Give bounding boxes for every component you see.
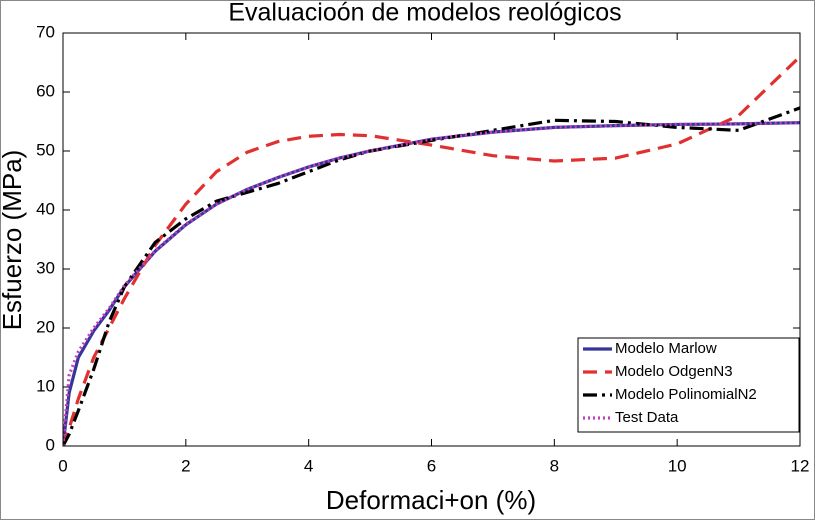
legend-label: Test Data (615, 409, 679, 426)
y-tick-label: 40 (36, 199, 55, 218)
x-tick-label: 4 (304, 456, 313, 475)
series-line (63, 106, 800, 446)
x-tick-label: 12 (791, 456, 810, 475)
legend: Modelo Marlow Modelo OdgenN3 Modelo Polino… (577, 337, 800, 433)
y-tick-label: 10 (36, 376, 55, 395)
chart-title: Evaluacioón de modelos reológicos (228, 0, 621, 27)
y-tick-label: 0 (46, 435, 55, 454)
legend-label: Modelo OdgenN3 (615, 363, 733, 380)
y-tick-label: 70 (36, 22, 55, 41)
x-tick-label: 10 (668, 456, 687, 475)
series-line (63, 55, 800, 446)
x-tick-label: 2 (181, 456, 190, 475)
legend-label: Modelo PolinomialN2 (615, 386, 757, 403)
plot-frame (62, 32, 801, 447)
x-tick-label: 8 (550, 456, 559, 475)
x-tick-label: 6 (427, 456, 436, 475)
legend-box (577, 337, 800, 433)
x-tick-label: 0 (58, 456, 67, 475)
y-tick-label: 60 (36, 81, 55, 100)
series-line (63, 121, 800, 446)
y-tick-label: 20 (36, 317, 55, 336)
legend-label: Modelo Marlow (615, 340, 717, 357)
y-tick-label: 30 (36, 258, 55, 277)
x-axis-label: Deformaci+on (%) (326, 485, 536, 515)
y-tick-label: 50 (36, 140, 55, 159)
y-axis-label: Esfuerzo (MPa) (0, 150, 27, 331)
